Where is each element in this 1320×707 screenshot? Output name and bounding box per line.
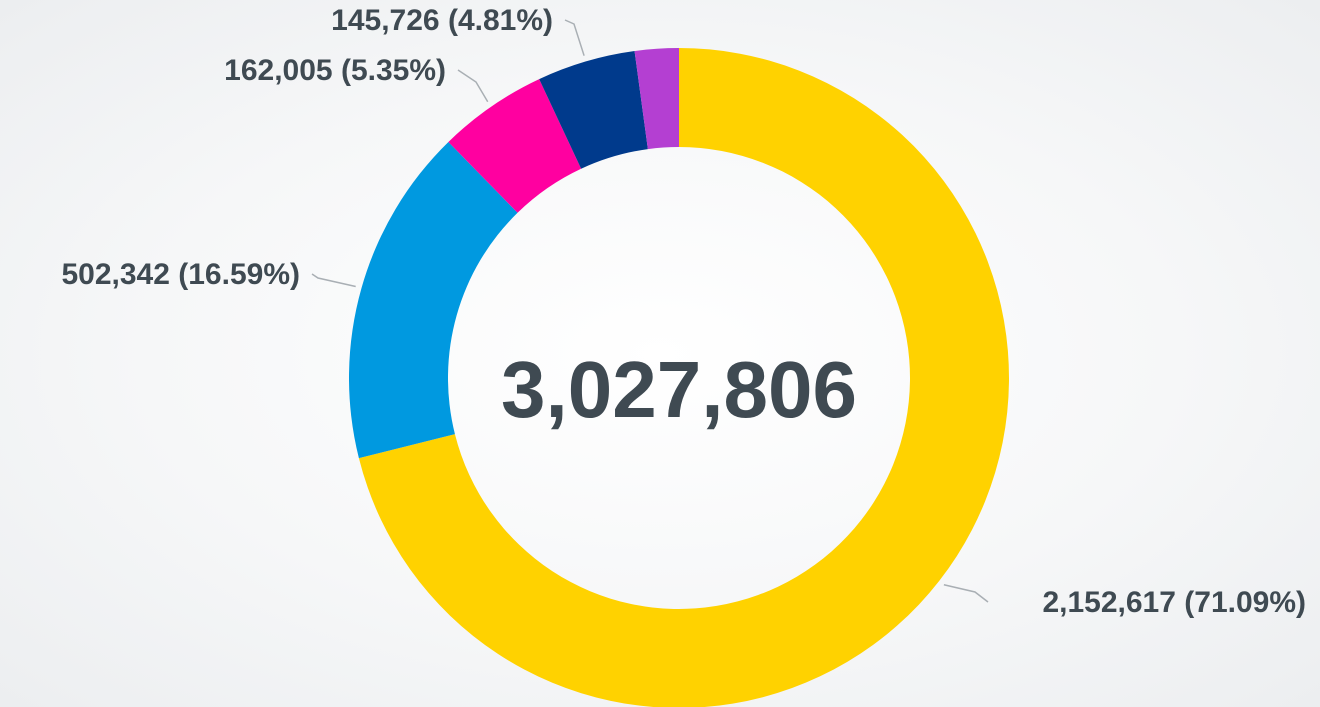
donut-slice-2[interactable]: [448, 79, 582, 213]
slice-label-2: 162,005 (5.35%): [224, 54, 446, 87]
donut-slices: [349, 48, 1009, 707]
leader-line-2: [457, 69, 489, 103]
leader-line-3: [564, 19, 585, 56]
donut-slice-1[interactable]: [349, 141, 518, 459]
donut-slice-0[interactable]: [358, 48, 1009, 707]
center-total-value: 3,027,806: [501, 345, 857, 434]
slice-label-0: 2,152,617 (71.09%): [1042, 586, 1306, 619]
leader-line-1: [311, 273, 356, 288]
leader-line-0: [943, 583, 989, 603]
donut-slice-4[interactable]: [634, 48, 679, 150]
slice-label-1: 502,342 (16.59%): [61, 258, 300, 291]
slice-labels: 2,152,617 (71.09%) 502,342 (16.59%) 162,00…: [61, 4, 1306, 619]
donut-slice-3[interactable]: [539, 51, 648, 169]
slice-label-3: 145,726 (4.81%): [331, 4, 553, 37]
leader-lines: [311, 19, 989, 603]
